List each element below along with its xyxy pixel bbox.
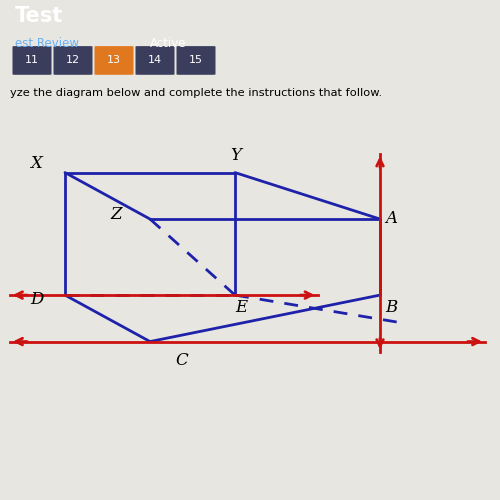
Text: B: B: [385, 299, 397, 316]
FancyBboxPatch shape: [54, 46, 92, 75]
Text: E: E: [235, 299, 247, 316]
Text: Active: Active: [150, 37, 186, 50]
Text: 11: 11: [25, 56, 39, 66]
Text: A: A: [385, 210, 397, 228]
Text: 14: 14: [148, 56, 162, 66]
Text: est Review: est Review: [15, 37, 79, 50]
FancyBboxPatch shape: [176, 46, 216, 75]
Text: Z: Z: [110, 206, 122, 223]
Text: 13: 13: [107, 56, 121, 66]
Text: X: X: [30, 156, 42, 172]
Text: yze the diagram below and complete the instructions that follow.: yze the diagram below and complete the i…: [10, 88, 382, 98]
Text: Y: Y: [230, 147, 241, 164]
Text: D: D: [30, 290, 44, 308]
FancyBboxPatch shape: [94, 46, 134, 75]
FancyBboxPatch shape: [12, 46, 51, 75]
FancyBboxPatch shape: [136, 46, 174, 75]
Text: 12: 12: [66, 56, 80, 66]
Text: 15: 15: [189, 56, 203, 66]
Text: Test: Test: [15, 6, 63, 26]
Text: C: C: [175, 352, 188, 369]
